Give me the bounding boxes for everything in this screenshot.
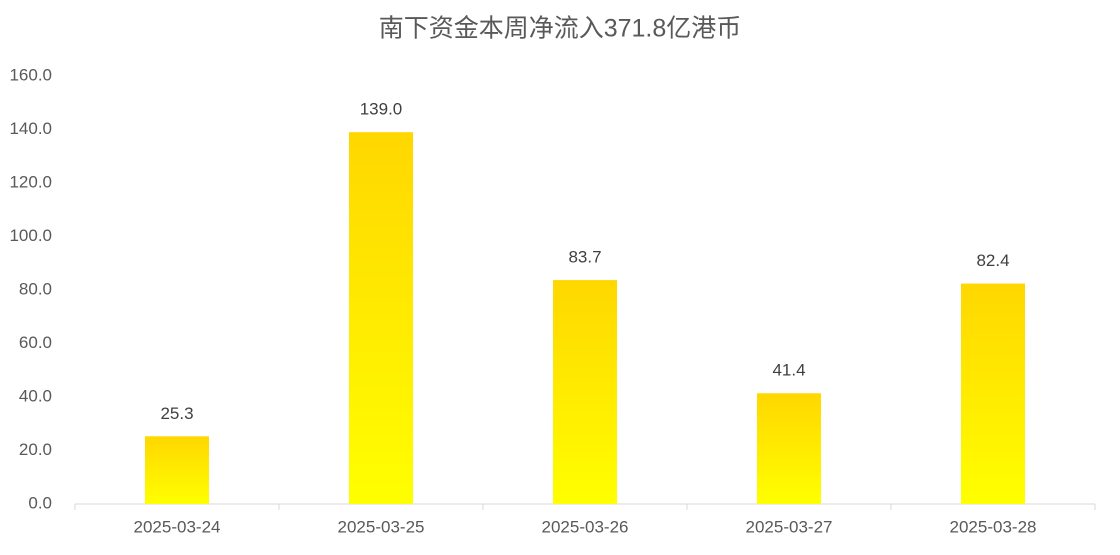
data-label: 139.0: [360, 100, 403, 119]
y-tick-label: 0.0: [28, 493, 52, 512]
data-label: 41.4: [772, 361, 805, 380]
bar: [145, 436, 209, 504]
x-tick-label: 2025-03-26: [542, 517, 629, 536]
y-tick-label: 20.0: [19, 440, 52, 459]
chart-title: 南下资金本周净流入371.8亿港币: [379, 15, 742, 43]
data-label: 25.3: [160, 404, 193, 423]
y-tick-label: 100.0: [9, 226, 52, 245]
y-tick-label: 60.0: [19, 333, 52, 352]
bar: [757, 393, 821, 504]
x-tick-label: 2025-03-28: [950, 517, 1037, 536]
data-label: 82.4: [976, 251, 1009, 270]
x-tick-label: 2025-03-25: [338, 517, 425, 536]
bar: [553, 280, 617, 504]
bar: [961, 283, 1025, 504]
y-tick-label: 80.0: [19, 279, 52, 298]
y-tick-label: 160.0: [9, 65, 52, 84]
x-tick-label: 2025-03-24: [134, 517, 221, 536]
y-tick-label: 140.0: [9, 119, 52, 138]
bar: [349, 132, 413, 505]
x-tick-label: 2025-03-27: [746, 517, 833, 536]
y-tick-label: 40.0: [19, 386, 52, 405]
y-tick-label: 120.0: [9, 172, 52, 191]
data-label: 83.7: [568, 248, 601, 267]
